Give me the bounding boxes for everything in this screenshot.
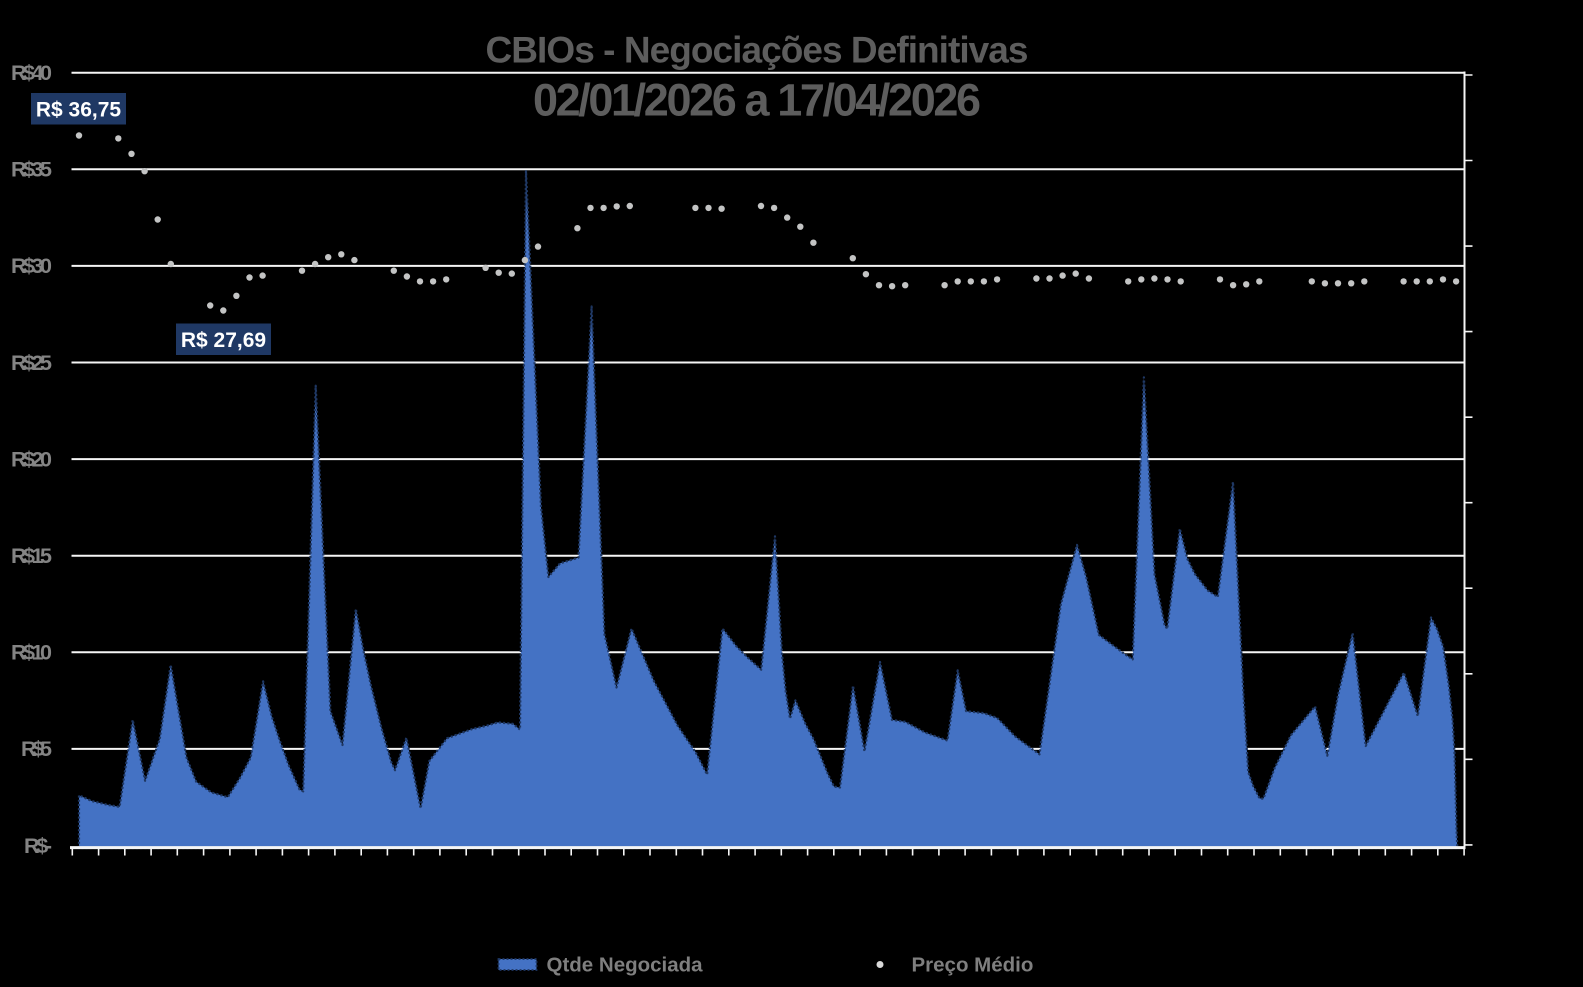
svg-text:R$40: R$40 bbox=[11, 61, 52, 85]
svg-text:R$10: R$10 bbox=[11, 641, 52, 665]
svg-text:R$15: R$15 bbox=[11, 544, 52, 568]
svg-text:Preço Médio: Preço Médio bbox=[912, 954, 1034, 977]
svg-text:Qtde Negociada: Qtde Negociada bbox=[547, 954, 704, 977]
svg-text:R$5: R$5 bbox=[21, 737, 52, 761]
svg-text:02/01/2026 a 17/04/2026: 02/01/2026 a 17/04/2026 bbox=[533, 75, 981, 126]
svg-text:CBIOs - Negociações Definitiva: CBIOs - Negociações Definitivas bbox=[486, 30, 1029, 71]
svg-text:R$20: R$20 bbox=[11, 447, 52, 471]
svg-text:R$35: R$35 bbox=[11, 158, 52, 182]
svg-text:R$ 36,75: R$ 36,75 bbox=[36, 99, 122, 122]
svg-text:R$ 27,69: R$ 27,69 bbox=[181, 329, 266, 352]
svg-text:R$25: R$25 bbox=[11, 351, 52, 375]
svg-text:R$-: R$- bbox=[24, 834, 52, 858]
svg-text:R$30: R$30 bbox=[11, 254, 52, 278]
